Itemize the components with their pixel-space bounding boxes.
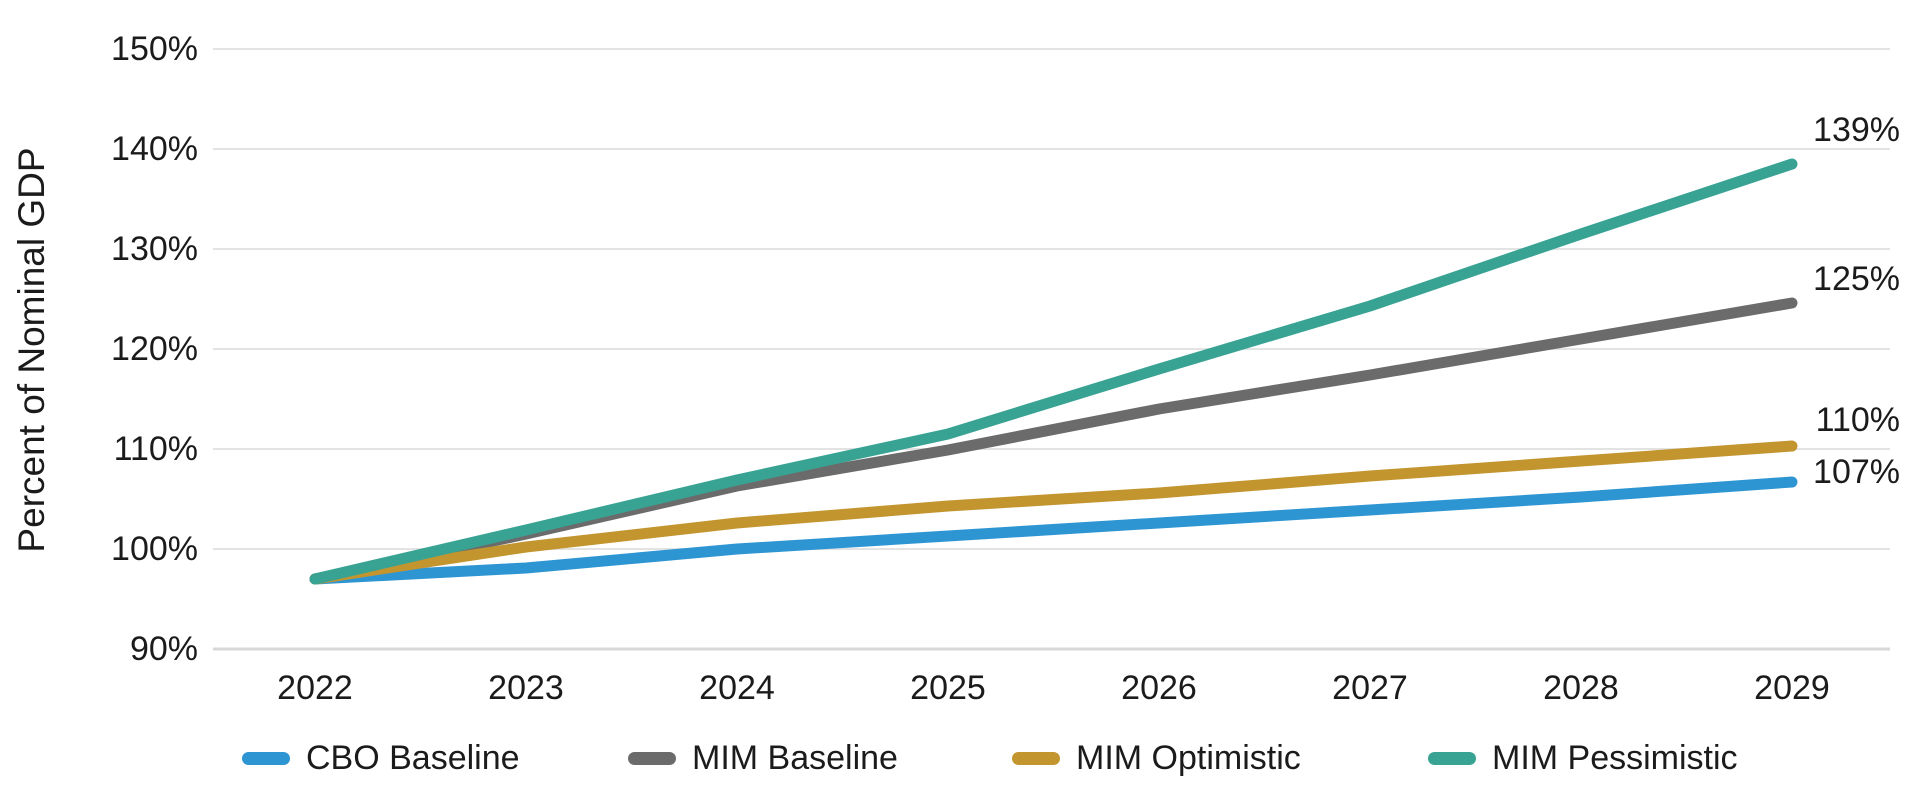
x-tick-label: 2025 bbox=[910, 669, 986, 707]
legend-marker-icon bbox=[1428, 751, 1476, 765]
y-tick-label: 100% bbox=[111, 530, 198, 568]
y-tick-label: 120% bbox=[111, 330, 198, 368]
y-tick-label: 90% bbox=[129, 630, 198, 668]
legend-item-mim-pessimistic: MIM Pessimistic bbox=[1428, 736, 1738, 780]
x-tick-label: 2027 bbox=[1332, 669, 1408, 707]
y-tick-label: 140% bbox=[111, 130, 198, 168]
x-tick-label: 2028 bbox=[1543, 669, 1619, 707]
series-line-cbo-baseline bbox=[309, 476, 1798, 585]
legend-label: MIM Pessimistic bbox=[1492, 739, 1738, 777]
x-tick-label: 2022 bbox=[277, 669, 353, 707]
series-line-mim-optimistic bbox=[309, 440, 1798, 585]
y-tick-label: 130% bbox=[111, 230, 198, 268]
legend-label: MIM Optimistic bbox=[1076, 739, 1301, 777]
legend-marker-icon bbox=[242, 751, 290, 765]
legend-marker-icon bbox=[628, 751, 676, 765]
legend-item-cbo-baseline: CBO Baseline bbox=[242, 736, 520, 780]
legend-item-mim-baseline: MIM Baseline bbox=[628, 736, 898, 780]
series-line-mim-baseline bbox=[309, 297, 1798, 585]
x-tick-label: 2029 bbox=[1754, 669, 1830, 707]
series-line-mim-pessimistic bbox=[309, 158, 1798, 585]
x-tick-label: 2024 bbox=[699, 669, 775, 707]
legend-label: MIM Baseline bbox=[692, 739, 898, 777]
legend-label: CBO Baseline bbox=[306, 739, 520, 777]
y-tick-label: 110% bbox=[113, 430, 198, 468]
y-tick-label: 150% bbox=[111, 30, 198, 68]
legend-item-mim-optimistic: MIM Optimistic bbox=[1012, 736, 1301, 780]
x-tick-label: 2026 bbox=[1121, 669, 1197, 707]
end-value-label-mim-baseline: 125% bbox=[1813, 260, 1900, 298]
end-value-label-cbo-baseline: 107% bbox=[1813, 453, 1900, 491]
end-value-label-mim-pessimistic: 139% bbox=[1813, 111, 1900, 149]
legend-marker-icon bbox=[1012, 751, 1060, 765]
x-tick-label: 2023 bbox=[488, 669, 564, 707]
end-value-label-mim-optimistic: 110% bbox=[1815, 401, 1900, 439]
